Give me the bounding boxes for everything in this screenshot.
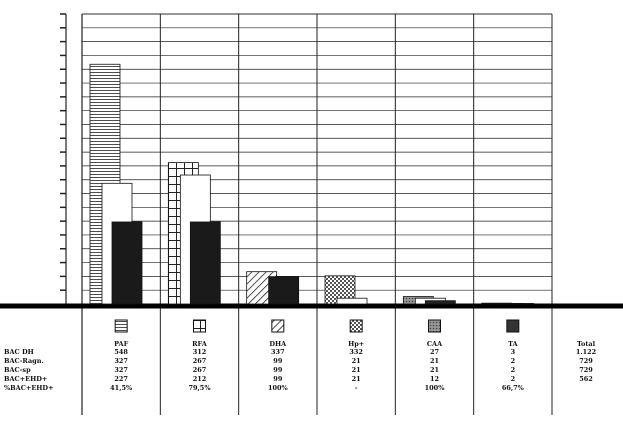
table-cell: 100% [268, 384, 289, 392]
table-cell: 2 [511, 357, 516, 365]
table-cell: 21 [430, 357, 439, 365]
row-label: %BAC+EHD+ [4, 384, 54, 392]
table-cell: 79,5% [188, 384, 211, 392]
column-header: RFA [192, 340, 208, 348]
bar-bac_mx-caa [424, 300, 456, 305]
table-cell: 12 [430, 375, 439, 383]
legend-swatch-ta [506, 319, 520, 333]
legend-swatch-paf [114, 319, 128, 333]
legend-swatch-rfa [193, 319, 206, 333]
bar-bac_mx-paf [111, 221, 143, 305]
table-cell: 3 [511, 348, 516, 356]
bar-bac_rago-hp [336, 297, 368, 305]
table-cell: 100% [425, 384, 446, 392]
table-cell: 2 [511, 375, 516, 383]
bars-layer [89, 63, 535, 305]
table-cell: 66,7% [502, 384, 525, 392]
table-cell: 227 [114, 375, 128, 383]
table-cell: 267 [193, 366, 207, 374]
total-cell: 729 [579, 357, 593, 365]
total-header: Total [577, 340, 596, 348]
table-cell: 312 [193, 348, 207, 356]
table-cell: 327 [114, 366, 128, 374]
table-cell: 21 [352, 375, 361, 383]
table-cell: - [355, 384, 358, 392]
table-cell: 332 [349, 348, 363, 356]
row-label: BAC DH [4, 348, 34, 356]
table-cell: 21 [352, 366, 361, 374]
bar-bac_mx-dha [268, 276, 300, 305]
column-header: DHA [269, 340, 287, 348]
row-label: BAC+EHD+ [4, 375, 47, 383]
table-cell: 21 [430, 366, 439, 374]
legend-swatch-caa [428, 319, 441, 333]
table-cell: 548 [114, 348, 128, 356]
grid-layer [0, 13, 623, 415]
table-cell: 327 [114, 357, 128, 365]
row-label: BAC-sp [4, 366, 31, 374]
bar-bac_mx-ta [503, 303, 535, 305]
column-header: PAF [114, 340, 128, 348]
table-cell: 267 [193, 357, 207, 365]
column-header: Hp+ [348, 340, 364, 348]
column-header: TA [508, 340, 518, 348]
row-label: BAC-Ragn. [4, 357, 44, 365]
table-cell: 99 [273, 366, 283, 374]
total-cell: 1.122 [576, 348, 596, 356]
table-cell: 212 [193, 375, 207, 383]
total-cell: 562 [579, 375, 593, 383]
table-cell: 337 [271, 348, 285, 356]
table-cell: 99 [273, 375, 283, 383]
bar-bac_mx-rfa [189, 221, 221, 305]
table-cell: 41,5% [110, 384, 133, 392]
table-cell: 2 [511, 366, 516, 374]
table-cell: 27 [430, 348, 439, 356]
column-header: CAA [427, 340, 443, 348]
legend-swatch-dha [271, 319, 285, 333]
legend-swatch-hp [349, 319, 363, 333]
table-cell: 99 [273, 357, 283, 365]
table-cell: 21 [352, 357, 361, 365]
total-cell: 729 [579, 366, 593, 374]
